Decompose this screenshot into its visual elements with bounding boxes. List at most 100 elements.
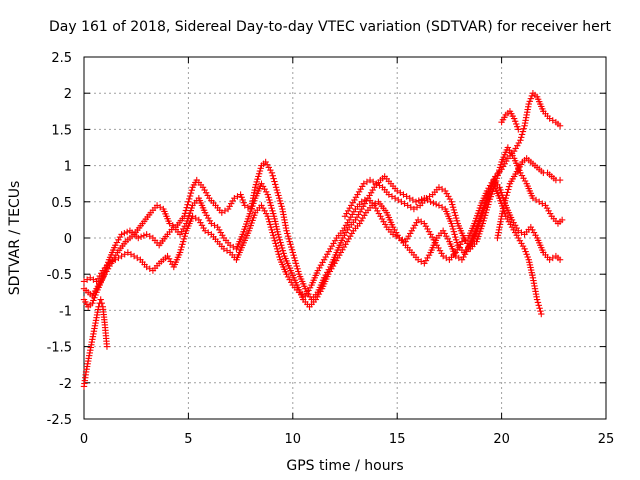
data-point [116, 233, 124, 241]
data-point [352, 194, 360, 201]
data-point [421, 260, 428, 267]
data-point [226, 203, 233, 210]
data-point [328, 242, 336, 250]
data-point [274, 189, 281, 196]
data-point [535, 302, 542, 309]
data-point [452, 233, 459, 241]
data-point [427, 198, 434, 205]
data-point [327, 245, 334, 253]
data-point [265, 215, 272, 223]
data-point [349, 199, 357, 206]
data-point [391, 226, 398, 234]
data-point [269, 229, 276, 236]
y-tick-label: 1 [64, 160, 72, 175]
data-point [460, 234, 468, 242]
data-point [341, 213, 349, 220]
data-point [527, 95, 535, 102]
data-point [412, 198, 420, 205]
data-point [334, 254, 341, 262]
data-point [339, 246, 346, 253]
data-point [336, 251, 343, 259]
x-tick-label: 15 [389, 432, 406, 447]
x-tick-label: 0 [80, 432, 88, 447]
y-tick-label: -0.5 [47, 268, 72, 283]
data-point [513, 120, 520, 128]
data-point [266, 218, 273, 225]
data-point [457, 241, 464, 248]
data-point [542, 202, 549, 209]
data-point [502, 194, 509, 202]
data-point [291, 254, 298, 262]
data-point [521, 177, 529, 185]
data-point [378, 215, 386, 223]
data-point [342, 241, 349, 248]
data-point [342, 222, 350, 229]
data-point [270, 234, 278, 242]
data-point [277, 200, 284, 207]
x-axis-label: GPS time / hours [286, 458, 403, 474]
data-point [436, 247, 444, 254]
data-point [140, 232, 148, 239]
data-point [288, 246, 296, 253]
data-point [441, 230, 448, 237]
data-point [496, 164, 504, 171]
data-point [316, 264, 323, 272]
data-point [237, 191, 244, 198]
data-point [180, 235, 188, 243]
data-point [503, 157, 510, 165]
data-point [273, 245, 281, 253]
data-point [438, 250, 445, 257]
data-point [357, 185, 364, 193]
data-point [293, 262, 300, 270]
data-point [504, 215, 511, 223]
data-point [411, 222, 419, 229]
data-point [430, 236, 437, 244]
data-point [331, 237, 339, 244]
data-point [497, 161, 505, 168]
data-point [267, 166, 274, 174]
data-point [545, 207, 552, 215]
data-point [339, 234, 347, 242]
data-point [514, 142, 521, 149]
data-point [286, 238, 293, 245]
data-point [320, 256, 328, 263]
data-point [92, 291, 99, 299]
data-point [265, 194, 272, 201]
data-point [517, 137, 524, 144]
data-point [322, 253, 329, 261]
data-point [164, 252, 171, 260]
data-point [359, 214, 366, 222]
data-point [538, 310, 545, 318]
data-point [176, 249, 184, 256]
data-point [520, 175, 527, 182]
data-point [115, 236, 122, 244]
data-point [492, 180, 499, 187]
data-point [215, 226, 223, 234]
data-point [428, 233, 436, 241]
data-point [206, 217, 214, 225]
data-point [495, 169, 502, 177]
x-tick-label: 10 [285, 432, 302, 447]
y-tick-label: -1.5 [47, 341, 72, 356]
data-point [452, 214, 460, 222]
data-point [257, 165, 264, 172]
data-point [182, 230, 189, 237]
data-point [435, 244, 442, 252]
data-point [267, 223, 275, 231]
data-point [177, 246, 185, 253]
data-point [450, 228, 458, 235]
data-point [424, 254, 431, 262]
data-point [188, 187, 195, 194]
data-point [252, 181, 260, 188]
data-point [374, 207, 381, 215]
data-point [121, 229, 128, 237]
data-point [484, 204, 491, 211]
data-point [326, 268, 334, 275]
data-point [427, 231, 434, 238]
data-point [448, 198, 455, 205]
data-point [556, 176, 564, 184]
data-point [482, 209, 490, 216]
data-point [179, 238, 187, 245]
data-point [330, 240, 337, 247]
data-point [98, 299, 105, 307]
